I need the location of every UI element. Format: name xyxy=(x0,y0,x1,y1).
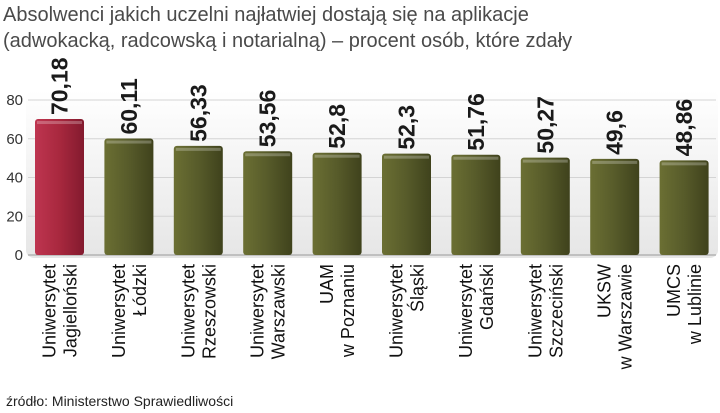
bar-highlight xyxy=(245,153,291,157)
bars xyxy=(35,119,709,256)
source-note: źródło: Ministerstwo Sprawiedliwości xyxy=(6,393,233,409)
value-label: 48,86 xyxy=(671,99,697,157)
bar xyxy=(659,160,709,255)
bar-highlight xyxy=(106,140,152,144)
bar-highlight xyxy=(592,160,638,164)
bar xyxy=(243,151,293,255)
value-label: 52,8 xyxy=(324,104,350,149)
bar-highlight xyxy=(37,121,82,125)
bar-highlight xyxy=(453,156,499,160)
category-label: Uniwersytet xyxy=(40,264,60,358)
category-label: UKSW xyxy=(595,264,615,318)
y-axis-ticks: 0 20 40 60 80 xyxy=(6,92,23,264)
chart-title: Absolwenci jakich uczelni najłatwiej dos… xyxy=(3,4,572,52)
category-label: Łódzki xyxy=(130,264,150,316)
value-label: 70,18 xyxy=(47,57,73,115)
value-label: 49,6 xyxy=(602,110,628,155)
bar-highlight xyxy=(314,154,360,158)
value-labels: 70,18 60,11 56,33 53,56 52,8 52,3 51,76 50,27 49… xyxy=(47,57,698,156)
category-label: w Warszawie xyxy=(616,264,636,370)
bar xyxy=(35,119,84,256)
value-label: 53,56 xyxy=(255,90,281,148)
bar xyxy=(104,138,154,255)
y-tick-label: 80 xyxy=(6,92,23,109)
bar-highlight xyxy=(384,155,429,159)
bar xyxy=(590,158,640,255)
bar xyxy=(451,154,501,255)
value-label: 50,27 xyxy=(532,96,558,154)
category-label: Uniwersytet xyxy=(387,264,407,358)
category-labels: Uniwersytet Jagielloński Uniwersytet Łódzki… xyxy=(40,264,706,370)
value-label: 51,76 xyxy=(463,93,489,151)
category-label: UMCS xyxy=(664,264,684,317)
bar-highlight xyxy=(661,162,707,166)
title-line-2: (adwokacką, radcowską i notarialną) – pr… xyxy=(3,30,572,52)
value-label: 60,11 xyxy=(116,78,142,134)
y-tick-label: 40 xyxy=(6,170,23,187)
category-label: Uniwersytet xyxy=(456,264,476,358)
bar xyxy=(312,152,362,255)
y-tick-label: 60 xyxy=(6,131,23,148)
category-label: Uniwersytet xyxy=(178,264,198,358)
bar xyxy=(173,145,223,255)
category-label: Warszawski xyxy=(269,264,289,359)
y-tick-label: 0 xyxy=(15,247,23,264)
bar-highlight xyxy=(175,147,221,151)
category-label: Śląski xyxy=(407,264,428,312)
category-label: Jagielloński xyxy=(61,264,81,357)
category-label: w Lublinie xyxy=(685,264,705,345)
bar-highlight xyxy=(522,159,568,163)
category-label: Uniwersytet xyxy=(525,264,545,358)
title-line-1: Absolwenci jakich uczelni najłatwiej dos… xyxy=(3,4,529,26)
category-label: UAM xyxy=(317,264,337,304)
category-label: Uniwersytet xyxy=(109,264,129,358)
value-label: 52,3 xyxy=(394,105,420,150)
category-label: w Poznaniu xyxy=(338,264,358,358)
bar xyxy=(382,153,431,255)
category-label: Gdański xyxy=(477,264,497,330)
category-label: Szczeciński xyxy=(546,264,566,358)
value-label: 56,33 xyxy=(185,84,211,142)
bar xyxy=(520,157,570,255)
category-label: Rzeszowski xyxy=(199,264,219,359)
category-label: Uniwersytet xyxy=(248,264,268,358)
y-tick-label: 20 xyxy=(6,208,23,225)
